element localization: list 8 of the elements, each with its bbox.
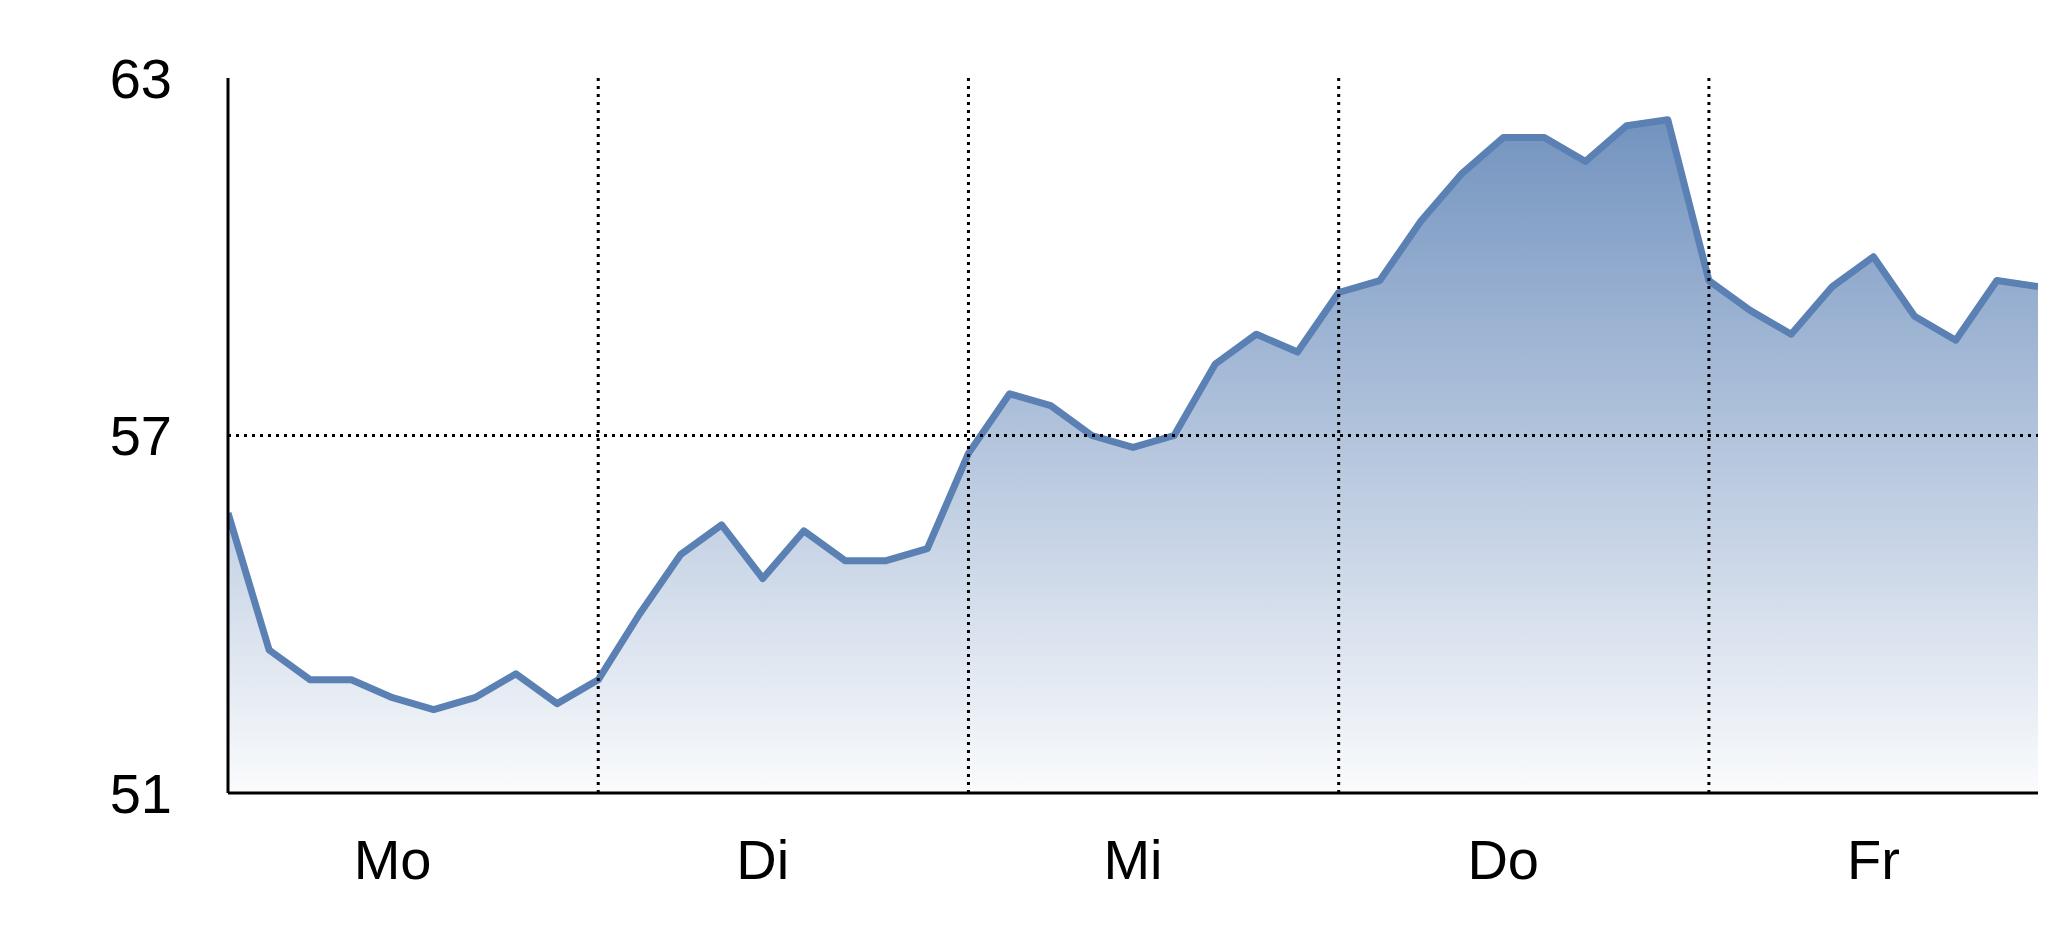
- x-tick-label: Do: [1467, 827, 1540, 891]
- x-tick-label: Di: [736, 827, 790, 891]
- x-tick-label: Mo: [353, 827, 432, 891]
- x-tick-label: Mi: [1103, 827, 1163, 891]
- y-tick-label: 63: [109, 46, 172, 110]
- y-tick-label: 57: [109, 404, 172, 468]
- y-tick-label: 51: [109, 761, 172, 825]
- x-tick-label: Fr: [1847, 827, 1900, 891]
